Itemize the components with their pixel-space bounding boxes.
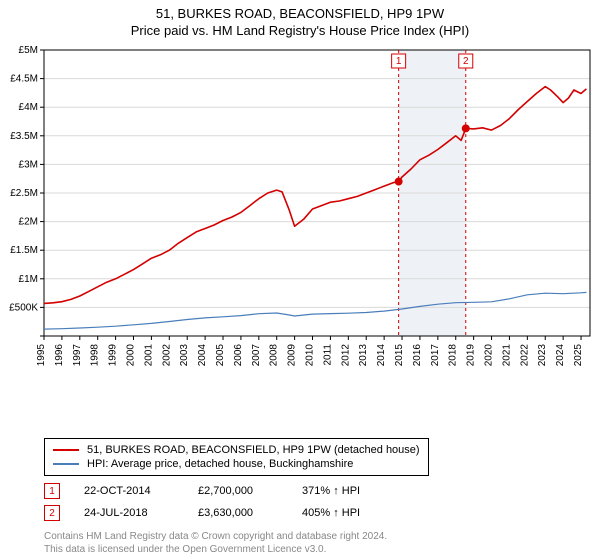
- transaction-hpi-2: 405% ↑ HPI: [302, 507, 392, 519]
- svg-text:£3M: £3M: [19, 159, 38, 170]
- svg-text:1996: 1996: [54, 344, 65, 367]
- svg-text:2015: 2015: [394, 344, 405, 367]
- svg-text:£1.5M: £1.5M: [10, 245, 38, 256]
- svg-text:£4.5M: £4.5M: [10, 74, 38, 85]
- svg-text:£500K: £500K: [9, 302, 38, 313]
- svg-text:2000: 2000: [126, 344, 137, 367]
- transaction-num-2: 2: [49, 508, 55, 519]
- transaction-date-1: 22-OCT-2014: [84, 485, 174, 497]
- transaction-row-1: 1 22-OCT-2014 £2,700,000 371% ↑ HPI: [44, 480, 392, 502]
- svg-text:1997: 1997: [72, 344, 83, 367]
- svg-text:2013: 2013: [358, 344, 369, 367]
- legend-swatch-1: [53, 449, 79, 451]
- transaction-row-2: 2 24-JUL-2018 £3,630,000 405% ↑ HPI: [44, 502, 392, 524]
- svg-text:2008: 2008: [269, 344, 280, 367]
- svg-text:1998: 1998: [90, 344, 101, 367]
- transaction-marker-1: 1: [44, 483, 60, 499]
- footer-line-1: Contains HM Land Registry data © Crown c…: [44, 531, 387, 544]
- svg-text:£4M: £4M: [19, 102, 38, 113]
- transactions-table: 1 22-OCT-2014 £2,700,000 371% ↑ HPI 2 24…: [44, 480, 392, 524]
- svg-text:2023: 2023: [537, 344, 548, 367]
- chart-area: £500K £1M £1.5M £2M £2.5M £3M £3.5M £4M £4.5M £5M…: [0, 44, 600, 390]
- svg-text:£2M: £2M: [19, 217, 38, 228]
- svg-text:2007: 2007: [251, 344, 262, 367]
- svg-text:2014: 2014: [376, 344, 387, 367]
- svg-text:£1M: £1M: [19, 274, 38, 285]
- svg-text:2: 2: [463, 56, 469, 67]
- svg-text:2020: 2020: [484, 344, 495, 367]
- transaction-price-1: £2,700,000: [198, 485, 278, 497]
- svg-text:2025: 2025: [573, 344, 584, 367]
- legend-box: 51, BURKES ROAD, BEACONSFIELD, HP9 1PW (…: [44, 438, 429, 476]
- chart-container: 51, BURKES ROAD, BEACONSFIELD, HP9 1PW P…: [0, 0, 600, 560]
- footer-attribution: Contains HM Land Registry data © Crown c…: [44, 531, 387, 556]
- legend-swatch-2: [53, 463, 79, 465]
- svg-text:2018: 2018: [448, 344, 459, 367]
- svg-text:2016: 2016: [412, 344, 423, 367]
- svg-text:£3.5M: £3.5M: [10, 131, 38, 142]
- legend-label-1: 51, BURKES ROAD, BEACONSFIELD, HP9 1PW (…: [87, 444, 420, 456]
- svg-text:2010: 2010: [305, 344, 316, 367]
- svg-text:2024: 2024: [555, 344, 566, 367]
- svg-text:2009: 2009: [287, 344, 298, 367]
- page-title: 51, BURKES ROAD, BEACONSFIELD, HP9 1PW: [0, 0, 600, 23]
- svg-text:2001: 2001: [143, 344, 154, 367]
- svg-text:2021: 2021: [501, 344, 512, 367]
- svg-text:2006: 2006: [233, 344, 244, 367]
- transaction-date-2: 24-JUL-2018: [84, 507, 174, 519]
- svg-text:2002: 2002: [161, 344, 172, 367]
- svg-text:£5M: £5M: [19, 45, 38, 56]
- page-subtitle: Price paid vs. HM Land Registry's House …: [0, 23, 600, 42]
- svg-text:1999: 1999: [108, 344, 119, 367]
- transaction-num-1: 1: [49, 486, 55, 497]
- svg-text:2004: 2004: [197, 344, 208, 367]
- transaction-marker-2: 2: [44, 505, 60, 521]
- legend-item-1: 51, BURKES ROAD, BEACONSFIELD, HP9 1PW (…: [53, 443, 420, 457]
- transaction-price-2: £3,630,000: [198, 507, 278, 519]
- svg-text:2022: 2022: [519, 344, 530, 367]
- svg-text:£2.5M: £2.5M: [10, 188, 38, 199]
- line-chart-svg: £500K £1M £1.5M £2M £2.5M £3M £3.5M £4M £4.5M £5M…: [0, 44, 600, 390]
- legend-label-2: HPI: Average price, detached house, Buck…: [87, 458, 353, 470]
- svg-text:2003: 2003: [179, 344, 190, 367]
- svg-text:2019: 2019: [466, 344, 477, 367]
- svg-text:1995: 1995: [36, 344, 47, 367]
- footer-line-2: This data is licensed under the Open Gov…: [44, 544, 387, 557]
- svg-text:2017: 2017: [430, 344, 441, 367]
- transaction-hpi-1: 371% ↑ HPI: [302, 485, 392, 497]
- svg-text:1: 1: [396, 56, 402, 67]
- svg-text:2011: 2011: [322, 344, 333, 366]
- svg-text:2012: 2012: [340, 344, 351, 367]
- legend-item-2: HPI: Average price, detached house, Buck…: [53, 457, 420, 471]
- svg-text:2005: 2005: [215, 344, 226, 367]
